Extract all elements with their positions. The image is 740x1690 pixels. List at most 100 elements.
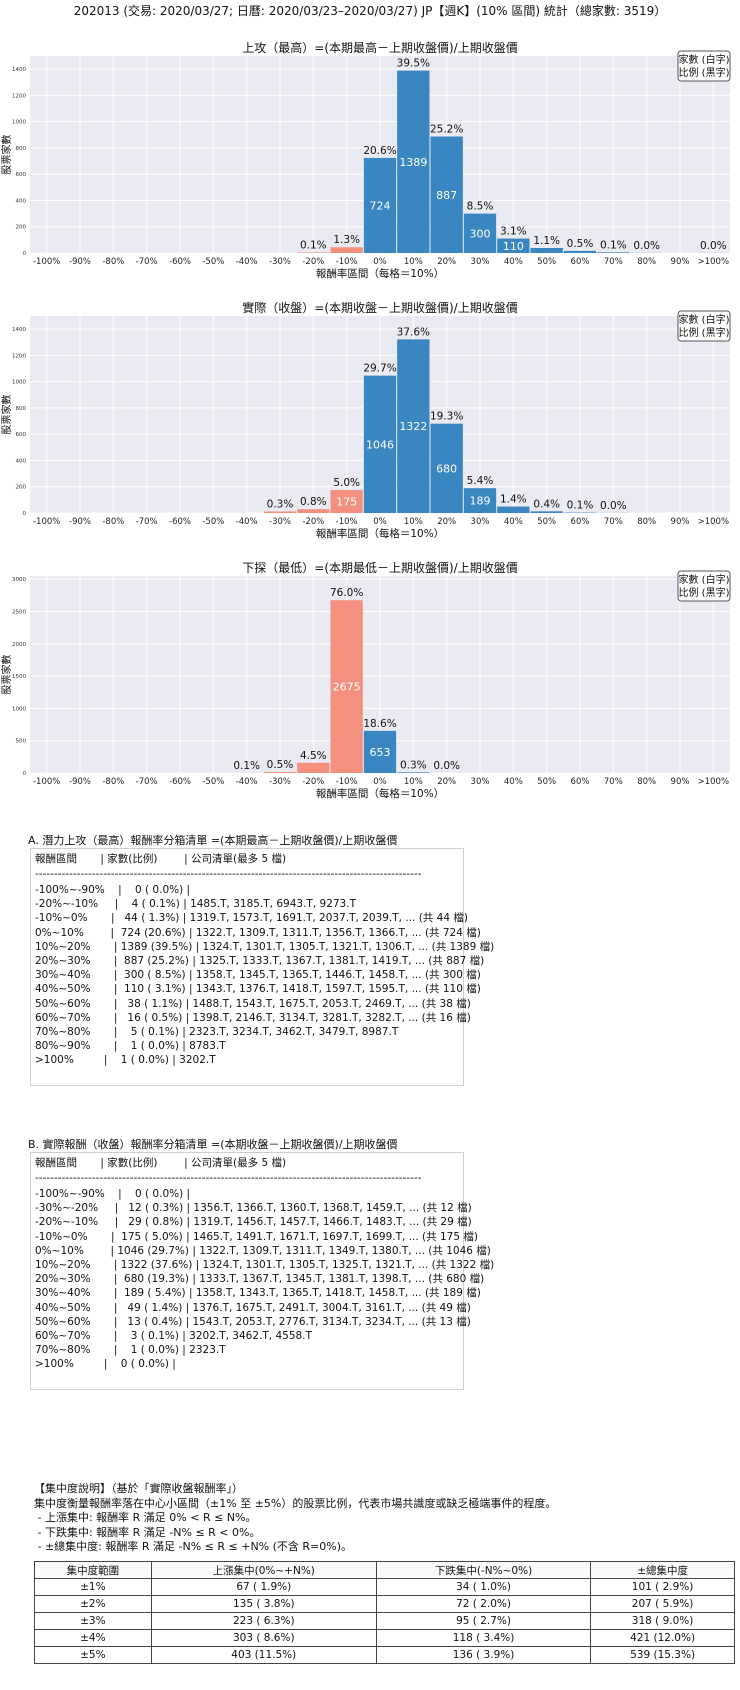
bar-percent-label: 0.1%	[300, 239, 327, 251]
x-tick-label: 20%	[437, 257, 456, 267]
bar-percent-label: 0.4%	[533, 498, 560, 510]
bar-percent-label: 37.6%	[397, 326, 430, 338]
table-cell: 67 ( 1.9%)	[150, 1578, 377, 1596]
list-item: 10%~20% | 1322 (37.6%) | 1324.T, 1301.T,…	[35, 1259, 495, 1271]
bar-count-label: 887	[436, 189, 457, 202]
table-row: ±4% 303 ( 8.6%) 118 ( 3.4%) 421 (12.0%)	[34, 1629, 735, 1647]
list-item: -10%~0% | 44 ( 1.3%) | 1319.T, 1573.T, 1…	[35, 912, 468, 925]
bar-percent-label: 18.6%	[363, 718, 396, 730]
bar	[363, 157, 397, 253]
x-axis-label: 報酬率區間（每格＝10%）	[316, 527, 444, 540]
x-tick-label: 30%	[471, 517, 490, 527]
list-item: 20%~30% | 887 (25.2%) | 1325.T, 1333.T, …	[35, 955, 485, 967]
x-tick-label: 70%	[604, 777, 623, 787]
list-item: -100%~-90% | 0 ( 0.0%) |	[35, 1188, 191, 1200]
y-tick-label: 400	[16, 458, 27, 464]
bar-count-label: 680	[436, 462, 457, 475]
table-cell: 135 ( 3.8%)	[150, 1595, 377, 1613]
bar-percent-label: 0.3%	[267, 498, 294, 510]
page-title: 202013 (交易: 2020/03/27; 日曆: 2020/03/23–2…	[73, 4, 667, 18]
y-axis-label: 股票家數	[0, 395, 13, 435]
y-tick-label: 200	[16, 485, 27, 491]
x-tick-label: -40%	[236, 777, 258, 787]
table-cell: 421 (12.0%)	[590, 1629, 735, 1647]
x-tick-label: 30%	[471, 257, 490, 267]
bar	[263, 771, 297, 773]
list-item: 80%~90% | 1 ( 0.0%) | 8783.T	[35, 1040, 226, 1053]
note-line-up: - 上漲集中: 報酬率 R 滿足 0% < R ≤ N%。	[34, 1511, 257, 1524]
table-header: ±總集中度	[590, 1561, 735, 1579]
bar	[497, 238, 530, 253]
chart-low: 下探（最低）=(本期最低－上期收盤價)/上期收盤價 0 500 1000 1500 200…	[0, 561, 731, 800]
bar-percent-label: 29.7%	[363, 363, 396, 375]
y-axis-label: 股票家數	[0, 135, 13, 175]
x-tick-label: -40%	[236, 517, 258, 527]
chart-title: 上攻（最高）=(本期最高－上期收盤價)/上期收盤價	[242, 40, 517, 55]
bar	[463, 213, 497, 253]
x-tick-label: -90%	[69, 517, 91, 527]
concentration-note: 【集中度說明】（基於「實際收盤報酬率」） 集中度衡量報酬率落在中心小區間（±1%…	[34, 1482, 556, 1555]
list-item: >100% | 0 ( 0.0%) |	[35, 1358, 176, 1371]
chart-close: 實際（收盤）=(本期收盤－上期收盤價)/上期收盤價 0 200 400 600 800 10…	[0, 300, 731, 540]
list-item: -20%~-10% | 29 ( 0.8%) | 1319.T, 1456.T,…	[35, 1216, 472, 1229]
y-tick-label: 1200	[12, 353, 26, 359]
chart-high: 上攻（最高）=(本期最高－上期收盤價)/上期收盤價 0 200 400 600 800 10…	[0, 40, 731, 280]
list-item: >100% | 1 ( 0.0%) | 3202.T	[35, 1054, 216, 1067]
list-item: 0%~10% | 724 (20.6%) | 1322.T, 1309.T, 1…	[35, 926, 481, 939]
table-cell: 34 ( 1.0%)	[375, 1578, 592, 1596]
x-tick-label: 80%	[637, 777, 656, 787]
legend-frame	[677, 310, 731, 342]
x-tick-label: -50%	[202, 517, 224, 527]
list-item: -20%~-10% | 4 ( 0.1%) | 1485.T, 3185.T, …	[35, 898, 356, 911]
y-tick-label: 0	[23, 511, 27, 517]
x-tick-label: 30%	[471, 777, 490, 787]
bar	[397, 772, 430, 773]
table-cell: 303 ( 8.6%)	[150, 1629, 377, 1647]
x-tick-label: 90%	[671, 257, 690, 267]
y-tick-label: 3000	[12, 577, 26, 583]
table-cell: 403 (11.5%)	[150, 1646, 377, 1664]
x-tick-label: -70%	[136, 777, 158, 787]
bar-count-label: 1389	[399, 156, 427, 169]
bar-percent-label: 0.5%	[267, 759, 294, 771]
bar-percent-label: 0.0%	[633, 240, 660, 252]
table-header: 集中度範圍	[34, 1561, 152, 1579]
chart-title: 下探（最低）=(本期最低－上期收盤價)/上期收盤價	[242, 561, 517, 575]
x-axis-label: 報酬率區間（每格＝10%）	[316, 787, 444, 800]
x-tick-label: -30%	[269, 777, 291, 787]
legend-line-ratio: 比例 (黑字)	[679, 66, 730, 79]
x-tick-label: 20%	[437, 517, 456, 527]
list-item: 30%~40% | 300 ( 8.5%) | 1358.T, 1345.T, …	[35, 969, 481, 982]
x-tick-label: -70%	[136, 517, 158, 527]
bar-count-label: 300	[470, 227, 491, 240]
x-tick-label: -80%	[102, 777, 124, 787]
x-axis-label: 報酬率區間（每格＝10%）	[316, 267, 444, 280]
table-cell: 318 ( 9.0%)	[590, 1612, 735, 1630]
x-tick-label: 0%	[373, 257, 387, 267]
y-tick-label: 600	[16, 432, 27, 438]
bar	[297, 762, 330, 773]
legend-line-count: 家數 (白字)	[679, 313, 730, 326]
legend-frame	[677, 50, 731, 82]
x-tick-label: -90%	[69, 257, 91, 267]
x-tick-label: -100%	[33, 777, 60, 787]
y-tick-label: 500	[16, 739, 27, 745]
legend-box: 家數 (白字)比例 (黑字)	[677, 570, 731, 602]
listing-a-title: A. 潛力上攻（最高）報酬率分箱清單 =(本期最高－上期收盤價)/上期收盤價	[28, 834, 398, 847]
x-tick-label: 40%	[504, 777, 523, 787]
bar-percent-label: 0.0%	[433, 760, 460, 772]
bar-count-label: 2675	[333, 681, 361, 694]
table-cell: 223 ( 6.3%)	[150, 1612, 377, 1630]
x-tick-label: 90%	[671, 777, 690, 787]
table-row: ±5% 403 (11.5%) 136 ( 3.9%) 539 (15.3%)	[34, 1646, 735, 1664]
y-tick-label: 1000	[12, 120, 26, 126]
y-tick-label: 1500	[12, 674, 26, 680]
note-line-total: - ±總集中度: 報酬率 R 滿足 -N% ≤ R ≤ +N% (不含 R=0%…	[34, 1540, 353, 1553]
y-tick-label: 800	[16, 146, 27, 152]
bar-count-label: 1322	[399, 420, 427, 433]
bar	[397, 70, 430, 253]
bar-percent-label: 39.5%	[397, 58, 430, 70]
bar-count-label: 1046	[366, 438, 394, 451]
bar	[597, 252, 630, 253]
list-item: 40%~50% | 110 ( 3.1%) | 1343.T, 1376.T, …	[35, 983, 481, 996]
